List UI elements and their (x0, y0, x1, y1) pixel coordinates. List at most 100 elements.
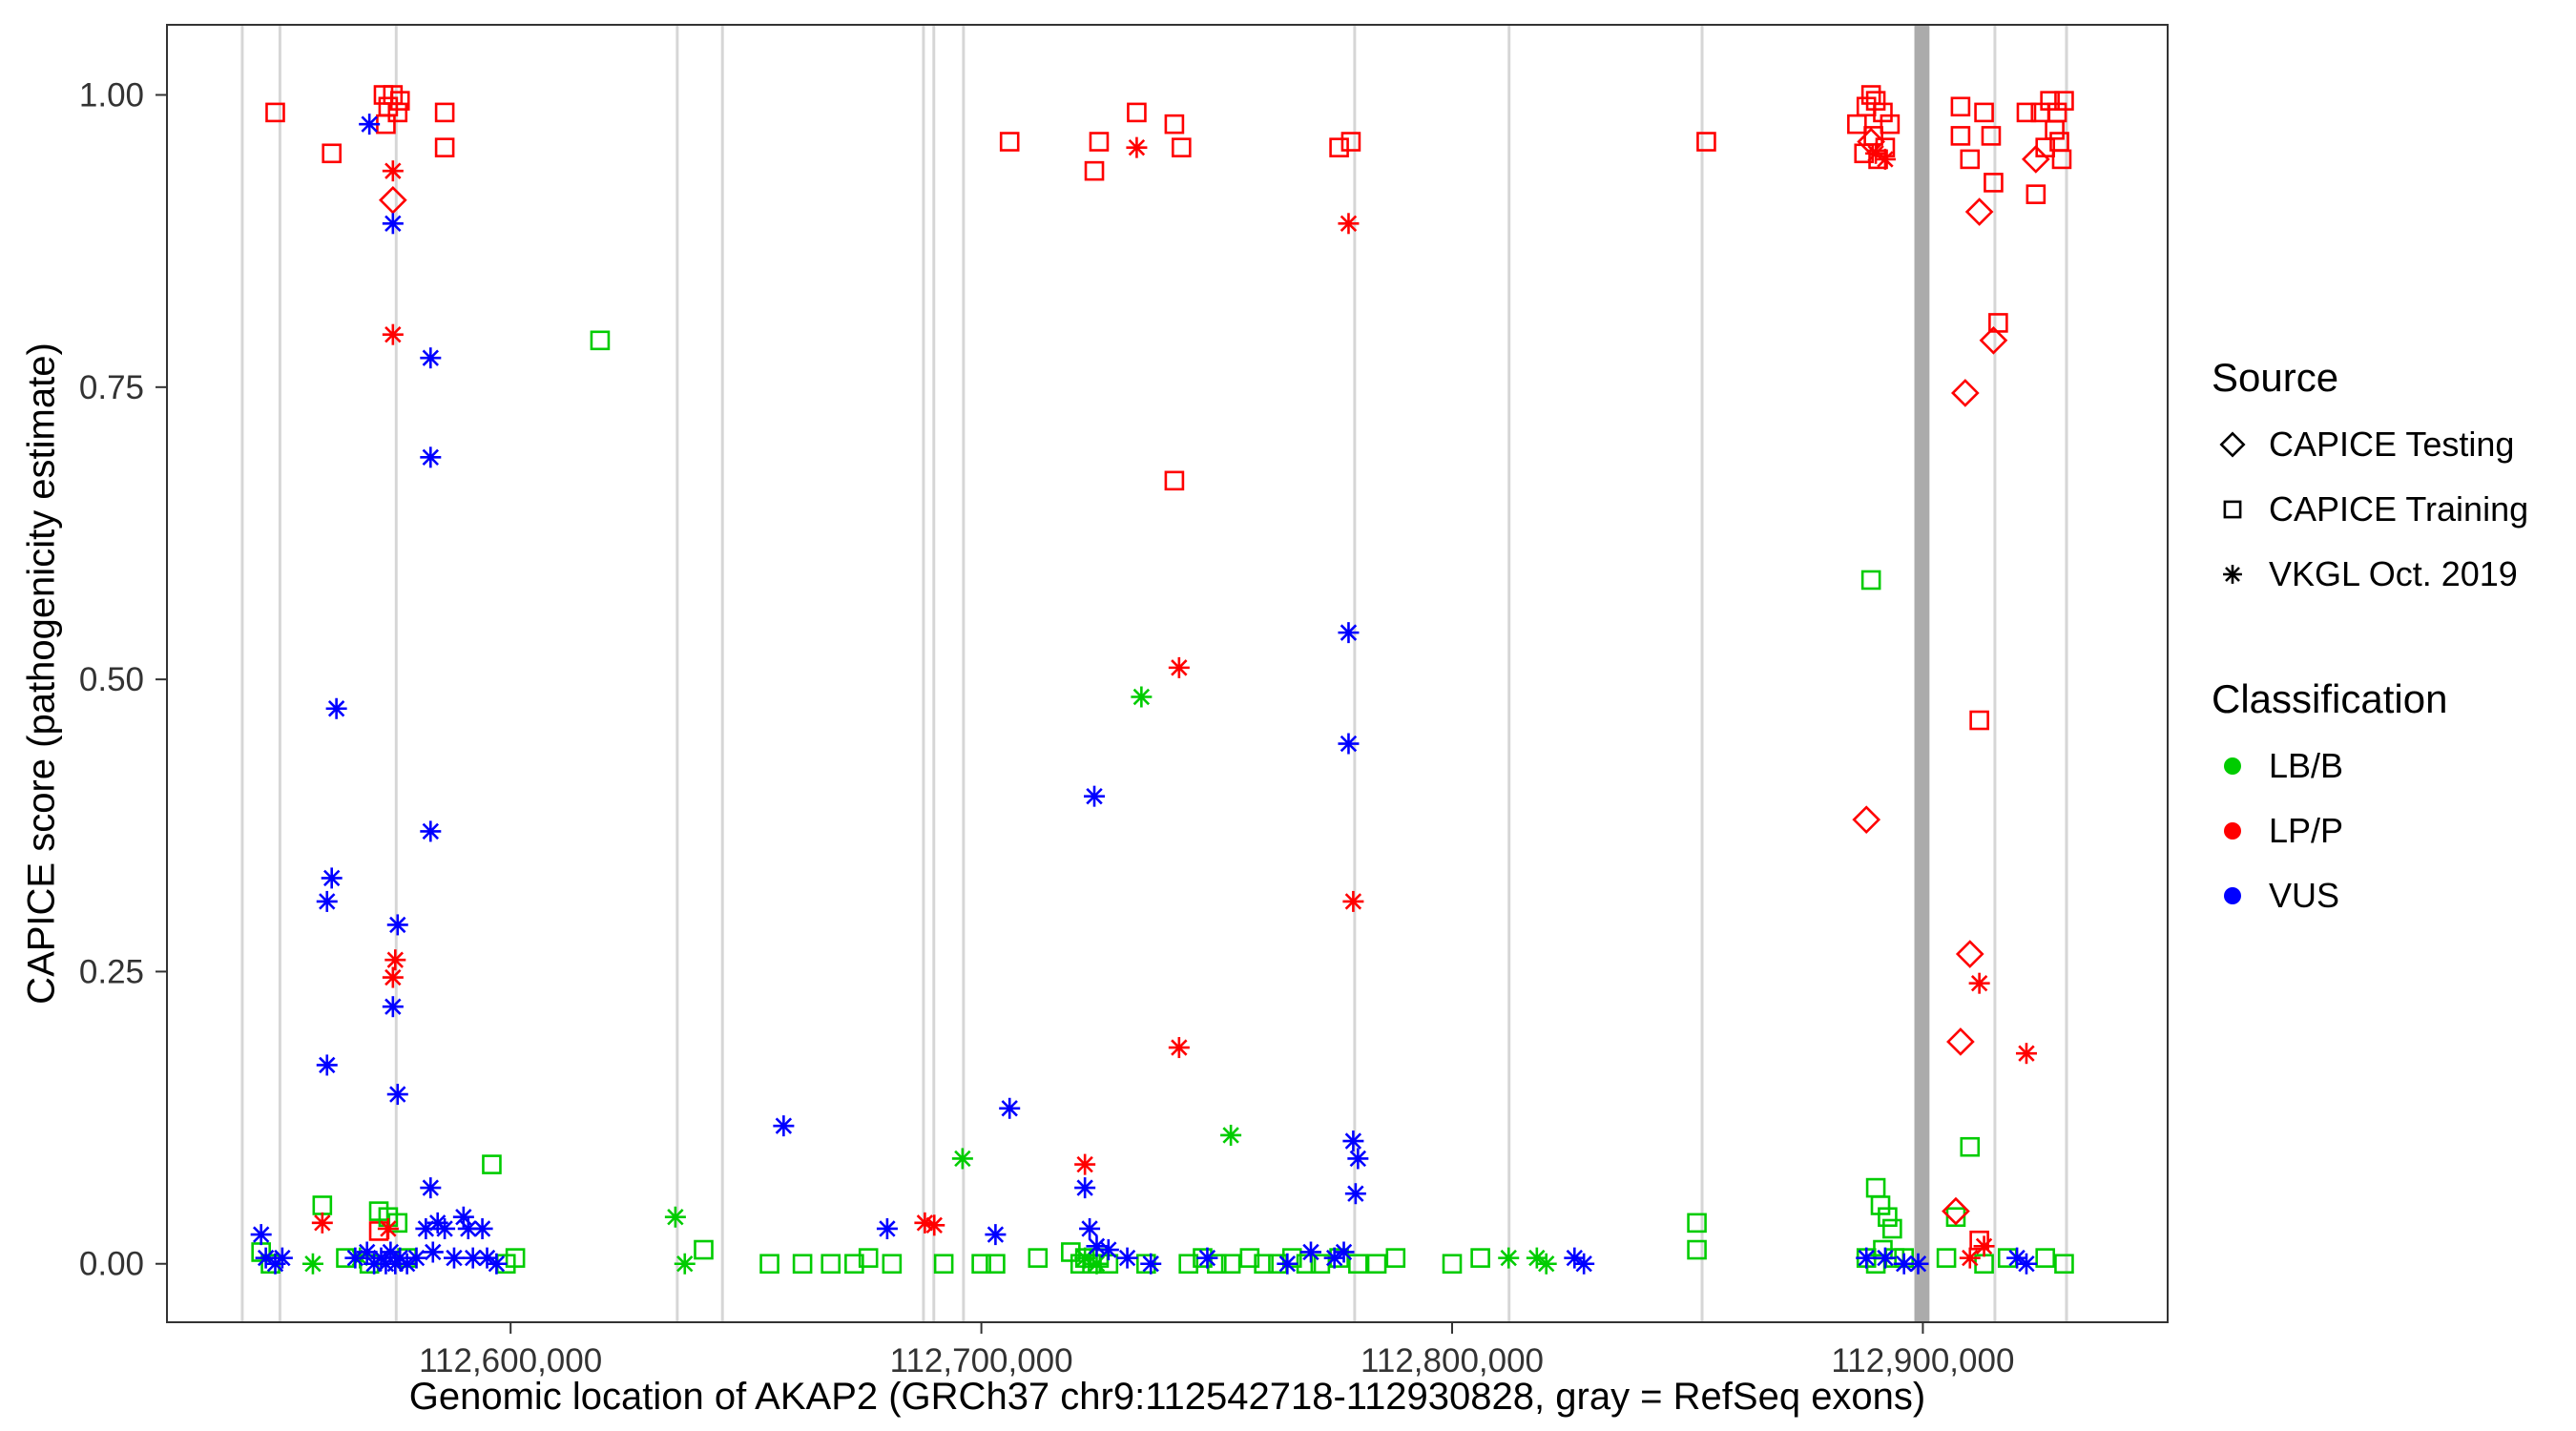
legend-label: VKGL Oct. 2019 (2269, 554, 2518, 593)
data-point (1254, 1254, 1274, 1275)
data-point (844, 1254, 864, 1275)
data-point (1981, 126, 2002, 146)
data-point (482, 1154, 502, 1174)
data-point (1865, 91, 1886, 111)
dot-shape (2224, 757, 2241, 775)
data-point (985, 1224, 1007, 1246)
data-point (1164, 470, 1185, 491)
data-point (882, 1254, 903, 1275)
data-point (2015, 1253, 2037, 1275)
legend-item: CAPICE Training (2212, 488, 2528, 530)
y-tick-label: 0.75 (79, 369, 144, 406)
data-point (773, 1115, 795, 1137)
data-point (382, 160, 404, 182)
data-point (1936, 1248, 1957, 1268)
data-point (933, 1254, 954, 1275)
data-point (1168, 1037, 1190, 1059)
data-point (1878, 1207, 1898, 1228)
data-point (382, 966, 404, 988)
data-point (420, 347, 442, 369)
legend-group-classification: Classification LB/B LP/P VUS (2212, 676, 2528, 917)
data-point (1140, 1253, 1162, 1275)
data-point (1079, 1217, 1101, 1239)
data-point (1131, 686, 1153, 708)
data-point (2015, 1043, 2037, 1065)
refseq-exon-bar (2065, 25, 2068, 1322)
refseq-exon-bar (962, 25, 966, 1322)
data-point (1968, 972, 1990, 994)
data-point (1196, 1247, 1218, 1269)
data-point (420, 1177, 442, 1199)
y-tick-label: 0.50 (79, 661, 144, 698)
data-point (1366, 1254, 1387, 1275)
data-point (265, 102, 285, 123)
data-point (2022, 145, 2050, 174)
data-point (2040, 91, 2060, 111)
y-tick-label: 0.00 (79, 1246, 144, 1283)
legend-item: CAPICE Testing (2212, 424, 2528, 466)
data-point (434, 102, 455, 123)
data-point (1084, 785, 1106, 807)
data-point (486, 1253, 508, 1275)
data-point (1338, 622, 1360, 644)
data-point (1127, 102, 1147, 123)
data-point (1969, 710, 1989, 731)
data-point (1342, 1130, 1364, 1152)
data-point (443, 1247, 465, 1269)
legend-item: LB/B (2212, 745, 2528, 787)
data-point (1687, 1213, 1707, 1234)
data-point (405, 1247, 427, 1269)
data-point (1329, 137, 1349, 157)
data-point (1959, 1247, 1981, 1269)
data-point (1573, 1253, 1595, 1275)
data-point (951, 1148, 973, 1170)
data-point (1348, 1254, 1368, 1275)
data-point (1086, 1253, 1108, 1275)
data-point (1220, 1254, 1241, 1275)
data-point (322, 143, 342, 164)
data-point (590, 330, 611, 351)
data-point (382, 996, 404, 1018)
data-point (1696, 132, 1716, 152)
refseq-exon-bar (240, 25, 244, 1322)
data-point (420, 820, 442, 842)
data-point (1852, 805, 1881, 834)
data-point (1239, 1248, 1260, 1268)
data-point (1873, 102, 1893, 123)
legend-group-source: Source CAPICE Testing CAPICE Training VKGL … (2212, 355, 2528, 595)
y-tick-label: 1.00 (79, 77, 144, 114)
data-point (1960, 149, 1981, 170)
data-point (2035, 1248, 2056, 1268)
refseq-exon-bar (1993, 25, 1997, 1322)
data-point (311, 1212, 333, 1234)
data-point (1687, 1239, 1707, 1260)
x-tick-label: 112,700,000 (890, 1342, 1073, 1379)
data-point (1126, 136, 1148, 158)
data-point (664, 1206, 686, 1228)
data-point (377, 1217, 399, 1239)
asterisk-icon (2223, 565, 2242, 584)
legend-label: CAPICE Testing (2269, 425, 2515, 464)
data-point (1172, 137, 1192, 157)
panel-border (166, 24, 2169, 1323)
square-icon (2223, 500, 2242, 519)
legend-label: LB/B (2269, 746, 2344, 785)
data-point (389, 91, 410, 111)
refseq-exon-bar (922, 25, 925, 1322)
legend-label: LP/P (2269, 811, 2344, 850)
x-tick-label: 112,900,000 (1831, 1342, 2014, 1379)
data-point (1347, 1148, 1369, 1170)
data-point (1969, 1230, 1989, 1251)
y-axis-title: CAPICE score (pathogenicity estimate) (20, 342, 63, 1005)
legend-title-classification: Classification (2212, 676, 2448, 721)
data-point (1907, 1253, 1929, 1275)
data-point (382, 323, 404, 345)
refseq-exon-bar (278, 25, 281, 1322)
data-point (1178, 1254, 1199, 1275)
data-point (1116, 1247, 1138, 1269)
data-point (1946, 1027, 1975, 1056)
data-point (1950, 379, 1980, 407)
data-point (1973, 1235, 1995, 1257)
data-point (1338, 733, 1360, 755)
